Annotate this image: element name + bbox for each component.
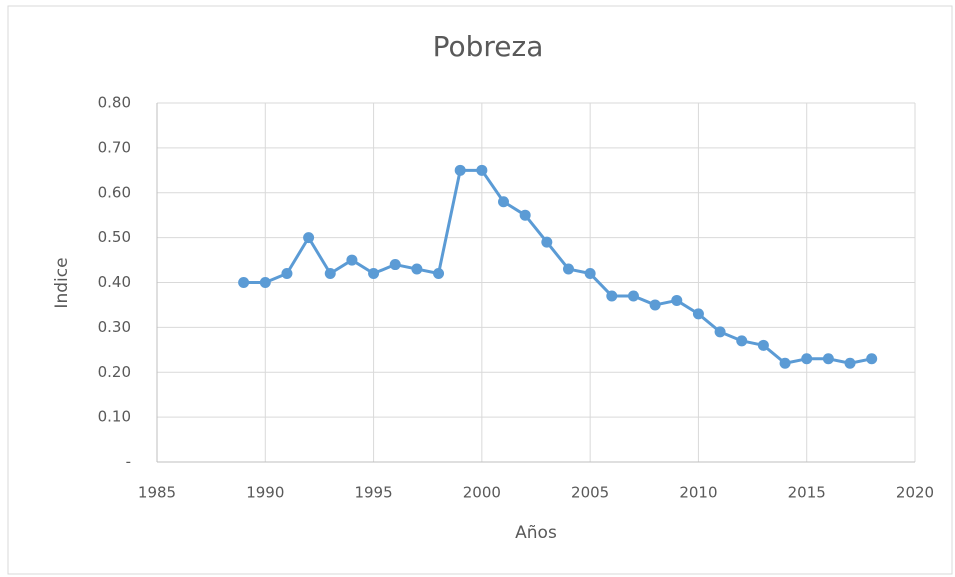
data-point [281, 268, 293, 280]
data-point [346, 254, 358, 266]
data-point [627, 290, 639, 302]
data-point [259, 277, 271, 288]
data-point [303, 232, 315, 244]
data-point [562, 263, 574, 275]
y-tick-label: 0.20 [98, 363, 131, 381]
chart-title: Pobreza [433, 30, 544, 63]
data-point [324, 268, 336, 280]
data-point [238, 277, 250, 288]
data-point [433, 268, 445, 280]
y-tick-label: 0.10 [98, 408, 131, 426]
x-axis-title: Años [515, 523, 557, 543]
y-tick-label: 0.30 [98, 318, 131, 336]
y-tick-label: 0.80 [98, 94, 131, 112]
data-point [389, 259, 401, 271]
data-point [801, 353, 813, 365]
y-tick-label: 0.40 [98, 273, 131, 291]
data-point [671, 294, 683, 306]
y-tick-label: - [126, 453, 131, 471]
x-tick-label: 2020 [896, 484, 934, 502]
data-point [844, 357, 856, 369]
data-point [454, 164, 466, 176]
x-tick-label: 2010 [679, 484, 717, 502]
x-tick-label: 2015 [788, 484, 826, 502]
x-tick-label: 2005 [571, 484, 609, 502]
x-tick-label: 1990 [246, 484, 284, 502]
y-axis-title: Indice [52, 257, 72, 308]
data-point [411, 263, 423, 275]
data-point [519, 209, 531, 221]
data-point [476, 164, 488, 176]
data-point [714, 326, 726, 338]
data-point [822, 353, 834, 365]
data-point [368, 268, 380, 280]
x-tick-label: 1995 [354, 484, 392, 502]
data-point [649, 299, 661, 311]
y-tick-label: 0.70 [98, 138, 131, 156]
data-point [606, 290, 618, 302]
data-point [692, 308, 704, 320]
x-tick-label: 1985 [138, 484, 176, 502]
data-point [498, 196, 510, 208]
y-tick-label: 0.60 [98, 183, 131, 201]
data-point [779, 357, 791, 369]
data-point [584, 268, 596, 280]
data-point [757, 339, 769, 351]
chart-border [7, 5, 953, 575]
x-tick-label: 2000 [463, 484, 501, 502]
data-point [736, 335, 748, 347]
data-point [541, 236, 553, 248]
y-tick-label: 0.50 [98, 228, 131, 246]
data-point [866, 353, 878, 365]
